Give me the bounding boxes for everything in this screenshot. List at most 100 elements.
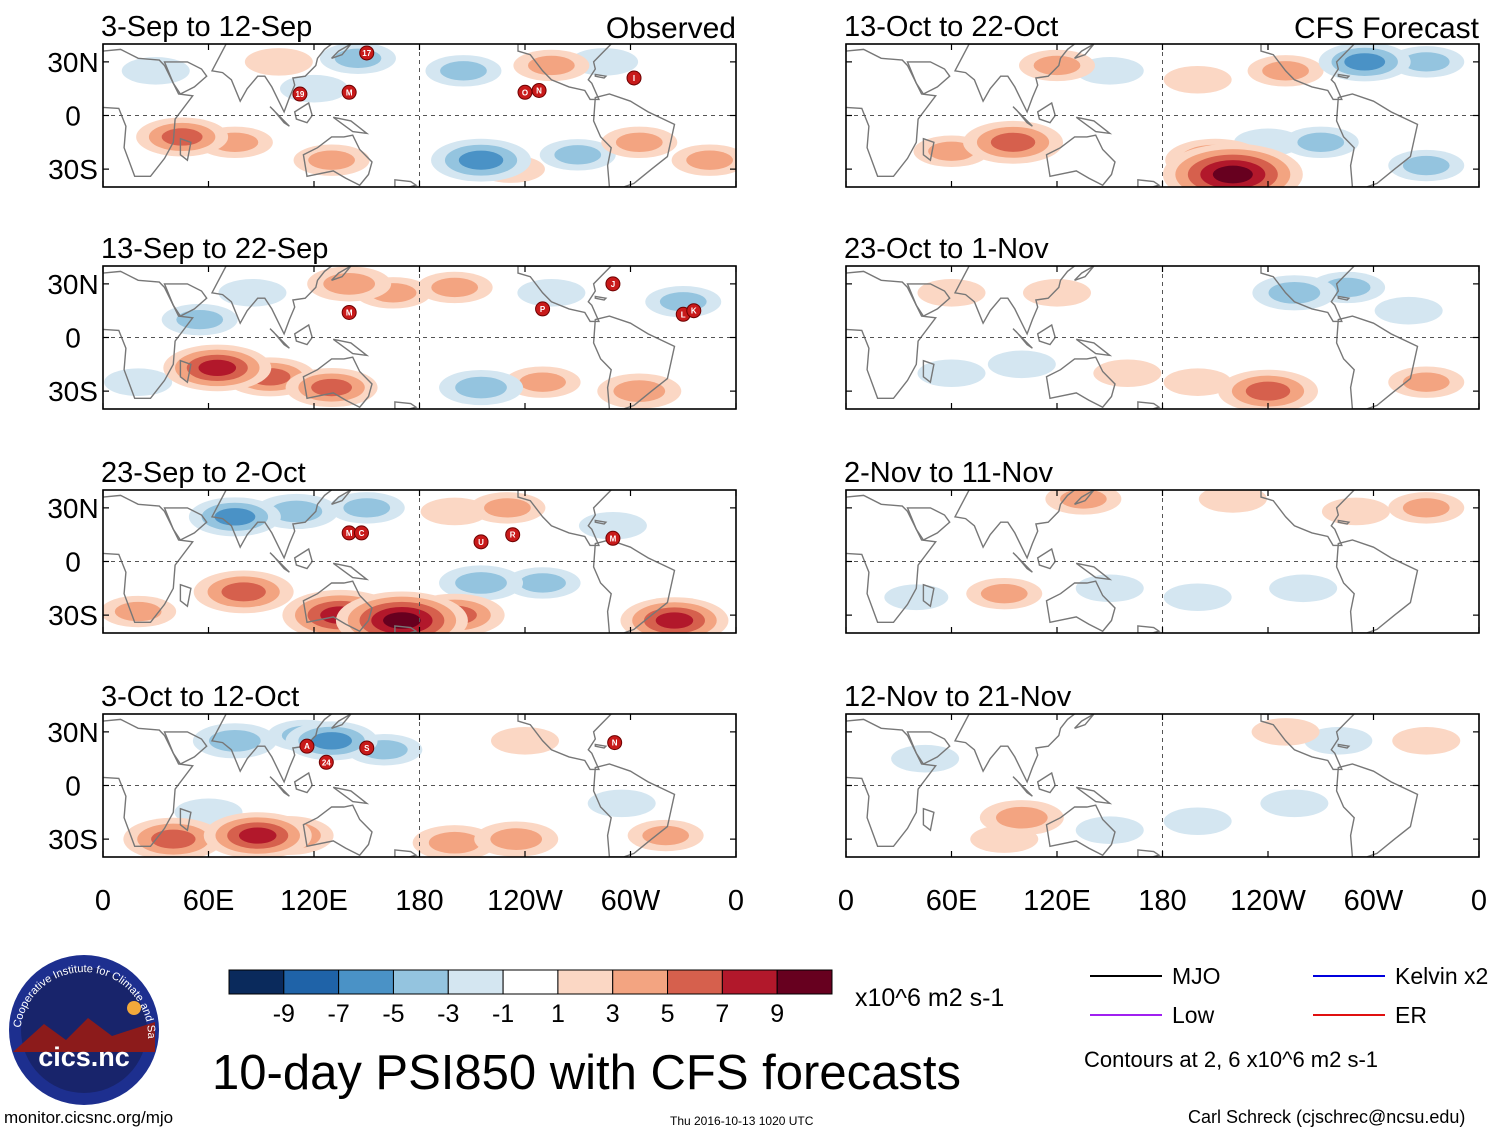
continent-outline [269,328,290,349]
psi-anomaly-mark [995,806,1048,829]
storm-icon [353,525,369,541]
x-tick-label: 180 [395,885,443,917]
continent-outline [922,583,935,608]
psi-anomaly-mark [1344,53,1386,71]
psi-anomaly-mark [176,309,224,330]
storm-icon [505,527,521,543]
map-panel: A 24 S N 30N 0 30S 3-Oct to 12-Oct [47,681,737,858]
psi-anomaly-mark [1269,574,1338,603]
storm-icon [605,530,621,546]
psi-anomaly-mark [987,350,1056,379]
psi-anomaly-mark [431,277,479,298]
continent-outline [103,270,194,399]
psi-anomaly-mark [484,498,531,518]
continent-outline [1137,625,1161,633]
legend-item: Low [1090,1002,1215,1028]
psi-anomaly-mark [1075,816,1144,844]
continent-outline [1012,106,1033,127]
continent-outline [331,44,352,59]
colorbar-swatch [228,969,285,995]
legend-item: Kelvin x2 [1313,963,1488,989]
storm-label: A [304,742,310,751]
continent-outline [293,771,313,794]
y-tick-label: 30N [47,47,98,78]
storm-marker: M [341,304,357,320]
continent-outline [331,714,352,729]
y-tick-label: 30N [47,493,98,524]
continent-outline [1337,295,1351,301]
psi-anomaly-mark [280,74,348,103]
continent-outline [922,137,935,162]
continent-outline [394,179,418,187]
continent-outline [592,539,676,633]
psi-anomaly-mark [1297,132,1345,152]
continent-outline [179,807,192,832]
psi-anomaly-mark [383,612,421,629]
psi-anomaly-mark [1402,372,1450,392]
storm-marker: P [535,301,551,317]
map-field [103,714,704,857]
continent-outline [1075,338,1113,357]
legend-item: ER [1313,1002,1427,1028]
map-field [103,266,722,409]
storm-marker: M [605,530,621,546]
continent-outline [163,283,208,318]
continent-outline [1137,849,1161,857]
continent-outline [906,61,951,95]
column-header: Observed [606,12,736,45]
continent-outline [103,494,194,623]
psi-anomaly-mark [1392,727,1461,755]
x-tick-label: 0 [838,885,854,917]
continent-outline [302,134,373,187]
continent-outline [210,266,333,336]
psi-anomaly-mark [527,55,575,76]
continent-outline [922,807,935,832]
x-tick-label: 0 [728,885,744,917]
storm-label: K [691,307,697,316]
psi-anomaly-mark [209,729,261,752]
storm-marker: S [359,740,375,756]
colorbar-tick-label: 9 [770,1000,784,1028]
storm-label: 17 [362,49,371,58]
psi-anomaly-mark [615,132,663,152]
storm-label: M [610,534,617,543]
colorbar-swatch [557,969,614,995]
storm-icon [359,45,375,61]
psi-anomaly-mark [238,827,277,844]
colorbar: -9 -7 -5 -3 -1 1 3 5 7 9 [228,969,833,1028]
y-tick-label: 30S [48,154,98,185]
x-tick-label: 120E [280,885,348,917]
continent-outline [846,718,937,847]
psi-anomaly-mark [151,829,196,849]
psi-anomaly-mark [1023,279,1091,307]
storm-icon [318,754,334,770]
storm-icon [605,276,621,292]
psi-anomaly-mark [455,376,507,399]
psi-anomaly-mark [928,141,975,161]
colorbar-swatch [612,969,669,995]
continent-outline [302,804,373,857]
storm-label: M [346,529,353,538]
continent-outline [906,731,951,765]
psi-anomaly-mark [613,380,666,402]
storm-label: N [612,739,618,748]
psi-anomaly-mark [980,584,1028,604]
continent-outline [332,562,370,581]
continent-outline [1075,786,1113,805]
continent-outline [592,93,676,187]
continent-outline [1137,401,1161,409]
continent-outline [846,270,937,399]
storm-icon [473,534,489,550]
colorbar-swatch [502,969,559,995]
storm-label: M [346,308,353,317]
x-axes-group: 0 60E 120E 180 120W 60W 0 0 60E 120E 180 120W 60W 0 [95,885,1487,917]
continent-outline [394,849,418,857]
map-field [846,714,1461,857]
storm-label: U [478,538,484,547]
psi-anomaly-mark [917,359,986,388]
y-tick-label: 30N [47,717,98,748]
psi-anomaly-mark [642,825,690,846]
psi-anomaly-mark [1321,497,1390,526]
psi-anomaly-mark [218,279,287,307]
